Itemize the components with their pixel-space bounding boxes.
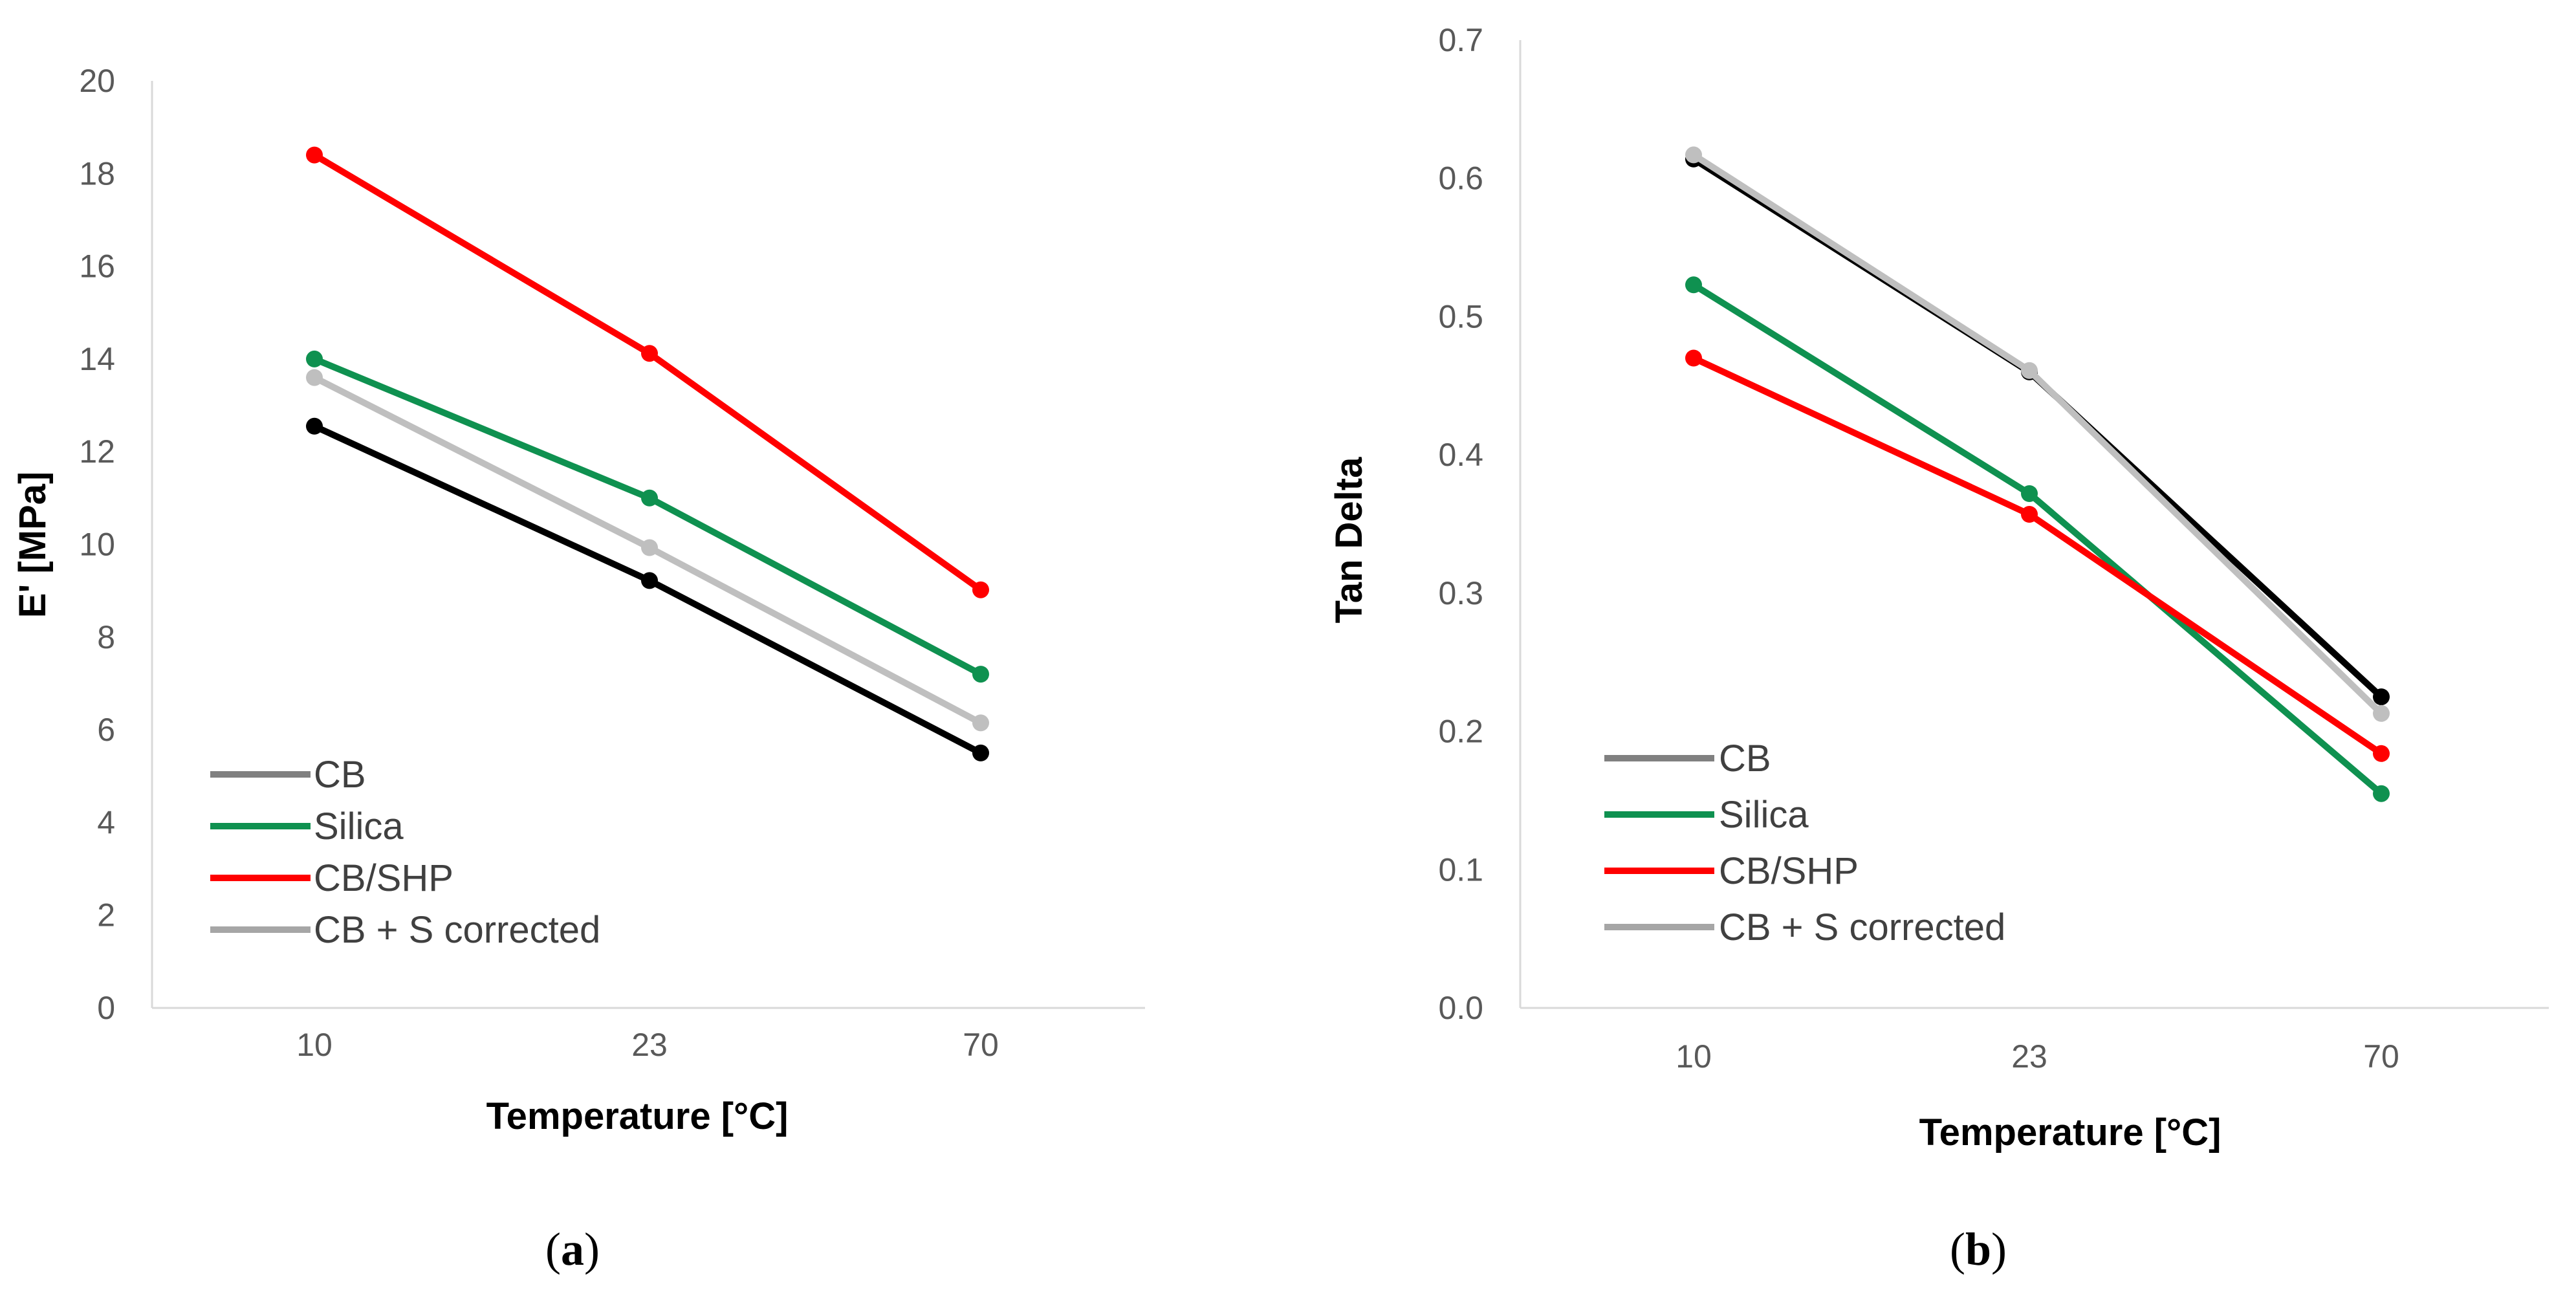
legend-label: CB/SHP: [1719, 850, 1859, 892]
series-line-cb-shp: [1690, 355, 2385, 757]
y-tick-label: 0: [97, 990, 115, 1026]
series-line-cb-shp: [311, 151, 984, 593]
legend-label: CB: [314, 754, 366, 796]
data-point: [641, 489, 658, 507]
legend-label: CB + S corrected: [314, 909, 600, 951]
data-point: [1685, 349, 1702, 367]
x-tick-label: 70: [2363, 1038, 2399, 1075]
y-axis-title: Tan Delta: [1328, 457, 1370, 623]
x-tick-label: 23: [2011, 1038, 2047, 1075]
data-point: [2373, 745, 2390, 762]
y-tick-label: 10: [79, 527, 115, 563]
chart-panel-b: 0.0 0.1 0.2 0.3 0.4 0.5 0.6 0.7 10 23 70 Temperatur…: [1328, 22, 2549, 1275]
panel-label: (b): [1950, 1223, 2007, 1275]
legend-label: CB: [1719, 738, 1771, 780]
y-tick-label: 8: [97, 619, 115, 655]
y-tick-label: 6: [97, 712, 115, 748]
x-axis-title: Temperature [°C]: [486, 1095, 789, 1137]
y-tick-label: 0.5: [1438, 298, 1483, 334]
data-point: [972, 714, 989, 732]
data-point: [306, 350, 323, 367]
y-tick-label: 16: [79, 248, 115, 285]
data-point: [972, 744, 989, 761]
data-point: [2373, 785, 2390, 802]
series-line-silica: [1690, 281, 2385, 797]
series-line-cb: [311, 422, 984, 756]
y-tick-label: 20: [79, 63, 115, 99]
legend: CB Silica CB/SHP CB + S corrected: [210, 754, 600, 951]
data-point: [972, 666, 989, 683]
data-point: [641, 572, 658, 589]
data-point: [2373, 705, 2390, 722]
data-point: [306, 146, 323, 164]
x-tick-label: 70: [963, 1027, 999, 1063]
y-tick-label: 4: [97, 804, 115, 840]
legend-label: CB + S corrected: [1719, 906, 2005, 948]
legend-label: Silica: [314, 805, 404, 847]
data-point: [2021, 506, 2038, 523]
legend: CB Silica CB/SHP CB + S corrected: [1604, 738, 2005, 948]
y-tick-label: 0.1: [1438, 851, 1483, 888]
x-axis-title: Temperature [°C]: [1919, 1111, 2221, 1153]
chart-panel-a: 0 2 4 6 8 10 12 14 16 18 20 10 23 70 Temperature [°C] E…: [12, 63, 1145, 1275]
y-tick-label: 0.0: [1438, 990, 1483, 1026]
data-point: [641, 539, 658, 556]
data-point: [2021, 362, 2038, 379]
panel-label: (a): [545, 1223, 600, 1275]
data-point: [2021, 485, 2038, 502]
y-tick-label: 0.4: [1438, 437, 1483, 473]
data-point: [641, 345, 658, 362]
y-tick-label: 0.2: [1438, 714, 1483, 750]
x-tick-label: 10: [296, 1027, 333, 1063]
y-tick-label: 2: [97, 897, 115, 934]
y-tick-label: 0.7: [1438, 22, 1483, 58]
y-tick-label: 12: [79, 433, 115, 470]
legend-label: CB/SHP: [314, 857, 453, 899]
y-tick-label: 0.3: [1438, 575, 1483, 611]
data-point: [306, 417, 323, 435]
data-point: [972, 581, 989, 598]
x-tick-label: 23: [631, 1027, 668, 1063]
data-point: [2373, 688, 2390, 706]
x-tick-label: 10: [1675, 1038, 1712, 1075]
data-point: [1685, 146, 1702, 164]
y-axis-title: E' [MPa]: [12, 472, 54, 618]
series-line-cb-s-corrected: [1690, 151, 2385, 717]
legend-label: Silica: [1719, 794, 1809, 836]
data-point: [306, 369, 323, 386]
y-tick-label: 18: [79, 155, 115, 191]
y-tick-label: 0.6: [1438, 160, 1483, 197]
data-point: [1685, 276, 1702, 294]
y-tick-label: 14: [79, 341, 115, 377]
